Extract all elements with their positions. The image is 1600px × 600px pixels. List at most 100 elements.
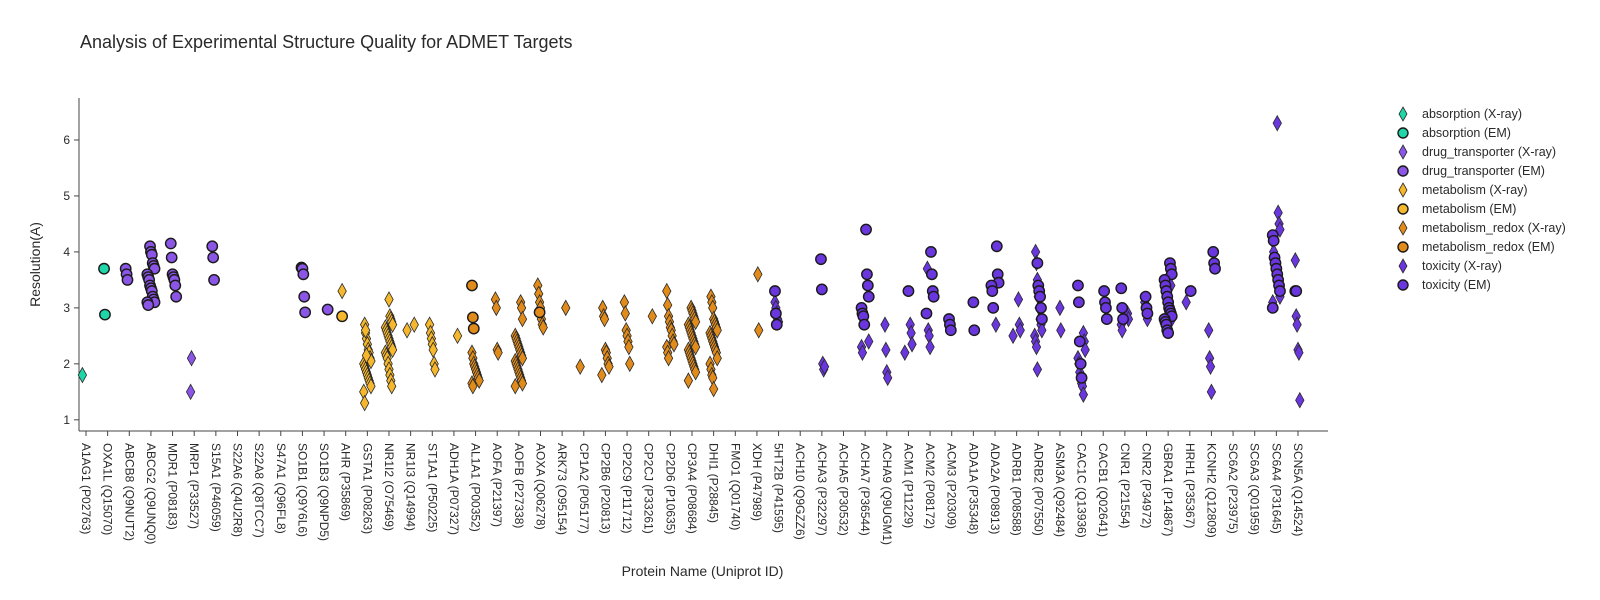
- point-toxicity-x-ray-: [864, 333, 874, 350]
- point-toxicity-x-ray-: [1032, 361, 1043, 378]
- point-metabolism-redox-x-ray-: [662, 282, 672, 300]
- x-tick-label: SO1B3 (Q9NPD5): [317, 443, 331, 541]
- point-drug-transporter-em-: [208, 273, 220, 286]
- x-tick-label: AOFB (P27338): [512, 443, 526, 528]
- point-toxicity-em-: [1139, 290, 1152, 303]
- point-toxicity-x-ray-: [1181, 293, 1191, 311]
- legend-item[interactable]: metabolism_redox (EM): [1392, 237, 1566, 256]
- x-tick-label: 5HT2B (P41595): [772, 443, 786, 533]
- point-toxicity-em-: [1031, 257, 1044, 270]
- legend-item[interactable]: drug_transporter (EM): [1392, 161, 1566, 180]
- legend-item[interactable]: metabolism (EM): [1392, 199, 1566, 218]
- point-metabolism-redox-em-: [466, 279, 478, 292]
- point-toxicity-em-: [1117, 313, 1129, 325]
- x-tick-label: ACM3 (P20309): [945, 443, 959, 529]
- point-metabolism-redox-x-ray-: [753, 265, 763, 283]
- legend-item[interactable]: metabolism_redox (X-ray): [1392, 218, 1566, 237]
- point-toxicity-em-: [1141, 307, 1154, 320]
- point-metabolism-x-ray-: [337, 282, 347, 300]
- point-toxicity-x-ray-: [1292, 316, 1302, 333]
- point-drug-transporter-x-ray-: [186, 349, 197, 367]
- diamond-marker-icon: [1398, 143, 1408, 160]
- legend-item[interactable]: absorption (EM): [1392, 123, 1566, 142]
- point-drug-transporter-em-: [206, 240, 219, 253]
- x-tick-label: S15A1 (P46059): [209, 443, 223, 532]
- x-tick-label: ADA2A (P08913): [988, 443, 1002, 534]
- legend-item[interactable]: absorption (X-ray): [1392, 104, 1566, 123]
- x-tick-label: MRP1 (P33527): [187, 443, 201, 529]
- point-metabolism-redox-x-ray-: [754, 321, 764, 339]
- diamond-marker-icon: [1398, 181, 1408, 198]
- x-tick-label: CNR1 (P21554): [1118, 443, 1132, 528]
- x-tick-label: AOFA (P21397): [490, 443, 504, 527]
- point-toxicity-x-ray-: [1205, 358, 1216, 375]
- legend-label: metabolism_redox (X-ray): [1422, 220, 1566, 235]
- y-tick-label: 2: [63, 357, 70, 371]
- point-toxicity-em-: [1035, 301, 1047, 314]
- data-points: [77, 114, 1305, 412]
- point-absorption-x-ray-: [77, 366, 88, 384]
- x-tick-label: CP3A4 (P08684): [685, 443, 699, 534]
- diamond-marker-icon: [1398, 219, 1408, 236]
- y-tick-label: 3: [63, 301, 70, 315]
- point-toxicity-x-ray-: [1272, 114, 1282, 132]
- point-metabolism-redox-x-ray-: [690, 313, 701, 331]
- point-metabolism-x-ray-: [402, 321, 412, 339]
- legend-item[interactable]: drug_transporter (X-ray): [1392, 142, 1566, 161]
- point-metabolism-redox-em-: [533, 306, 546, 319]
- legend-label: toxicity (EM): [1422, 277, 1491, 292]
- point-toxicity-x-ray-: [1204, 321, 1214, 339]
- x-tick-label: ADRB1 (P08588): [1010, 443, 1024, 536]
- x-tick-label: FMO1 (Q01740): [728, 443, 742, 530]
- circle-marker-icon: [1397, 240, 1409, 253]
- point-toxicity-em-: [990, 240, 1003, 253]
- x-tick-label: AOXA (Q06278): [534, 443, 548, 530]
- point-drug-transporter-em-: [165, 251, 178, 264]
- point-toxicity-em-: [944, 324, 957, 337]
- x-tick-label: DHI1 (P28845): [707, 443, 721, 523]
- x-axis-title: Protein Name (Uniprot ID): [622, 563, 784, 579]
- diamond-marker-icon: [1398, 257, 1408, 274]
- legend-label: metabolism_redox (EM): [1422, 239, 1555, 254]
- point-metabolism-redox-x-ray-: [690, 338, 701, 356]
- x-tick-label: GBRA1 (P14867): [1161, 443, 1175, 536]
- point-metabolism-redox-x-ray-: [597, 366, 607, 384]
- point-toxicity-em-: [1115, 282, 1128, 295]
- x-tick-label: HRH1 (P35367): [1183, 443, 1197, 528]
- point-metabolism-x-ray-: [361, 347, 372, 364]
- point-metabolism-redox-x-ray-: [468, 377, 478, 395]
- x-tick-label: CAC1C (Q13936): [1075, 443, 1089, 538]
- legend-item[interactable]: toxicity (X-ray): [1392, 256, 1566, 275]
- point-toxicity-em-: [1035, 313, 1048, 325]
- point-metabolism-redox-x-ray-: [647, 307, 657, 325]
- legend-item[interactable]: metabolism (X-ray): [1392, 180, 1566, 199]
- y-tick-label: 4: [63, 245, 70, 259]
- point-toxicity-em-: [925, 268, 938, 281]
- point-metabolism-redox-x-ray-: [493, 344, 503, 361]
- point-toxicity-x-ray-: [1117, 321, 1127, 339]
- legend-label: metabolism (X-ray): [1422, 182, 1528, 197]
- legend-label: drug_transporter (EM): [1422, 163, 1545, 178]
- point-drug-transporter-em-: [299, 306, 312, 319]
- point-metabolism-x-ray-: [359, 394, 370, 412]
- legend: absorption (X-ray) absorption (EM) drug_tr…: [1392, 104, 1566, 294]
- y-tick-label: 1: [63, 413, 70, 427]
- x-tick-label: CP2CJ (P33261): [642, 443, 656, 534]
- point-metabolism-redox-x-ray-: [604, 358, 614, 375]
- legend-item[interactable]: toxicity (EM): [1392, 275, 1566, 294]
- point-toxicity-em-: [862, 290, 875, 303]
- point-toxicity-em-: [861, 268, 873, 281]
- x-tick-label: CP1A2 (P05177): [577, 443, 591, 534]
- point-metabolism-redox-x-ray-: [491, 299, 501, 317]
- point-metabolism-x-ray-: [360, 321, 371, 339]
- point-metabolism-redox-x-ray-: [561, 299, 571, 317]
- point-metabolism-em-: [336, 310, 349, 323]
- point-toxicity-em-: [770, 318, 783, 331]
- x-tick-label: ABCB8 (Q9NUT2): [122, 443, 136, 541]
- legend-label: toxicity (X-ray): [1422, 258, 1502, 273]
- point-metabolism-x-ray-: [366, 377, 376, 395]
- point-toxicity-em-: [987, 301, 1000, 314]
- point-toxicity-em-: [1034, 290, 1046, 303]
- chart-title: Analysis of Experimental Structure Quali…: [80, 32, 573, 52]
